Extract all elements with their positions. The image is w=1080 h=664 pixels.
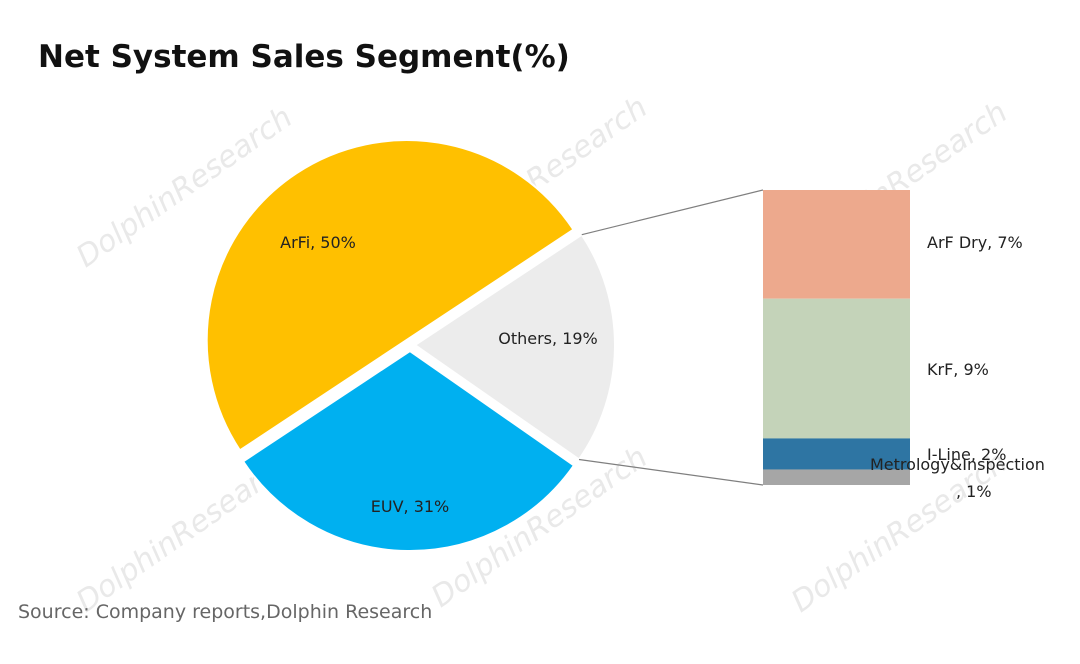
breakdown-bar (763, 190, 910, 485)
pie-label-arfi: ArFi, 50% (280, 233, 356, 252)
bar-segment-krf (763, 298, 910, 439)
bar-label-arf-dry: ArF Dry, 7% (927, 233, 1023, 252)
bar-label-metrology-inspection: Metrology&Inspection (870, 455, 1045, 474)
bar-label-metrology-inspection-value: , 1% (956, 482, 992, 501)
bar-segment-metrology-inspection (763, 469, 910, 485)
bar-segment-arf-dry (763, 190, 910, 299)
pie (205, 138, 616, 552)
pie-slice-arfi (205, 138, 575, 452)
pie-slice-euv (241, 349, 576, 552)
chart-title: Net System Sales Segment(%) (38, 39, 570, 75)
connector-lines (578, 189, 764, 486)
bar-label-krf: KrF, 9% (927, 360, 989, 379)
connector-line-top (581, 189, 764, 236)
pie-label-others: Others, 19% (498, 329, 598, 348)
labels: Others, 19% EUV, 31% ArFi, 50% ArF Dry, 7% K… (280, 233, 1045, 516)
bar-segment-i-line (763, 438, 910, 470)
pie-label-euv: EUV, 31% (371, 497, 450, 516)
bar-label-i-line: I-Line, 2% (927, 445, 1006, 464)
source-note: Source: Company reports,Dolphin Research (18, 601, 432, 623)
connector-line-bottom (578, 458, 764, 486)
pie-slice-others (413, 233, 616, 461)
